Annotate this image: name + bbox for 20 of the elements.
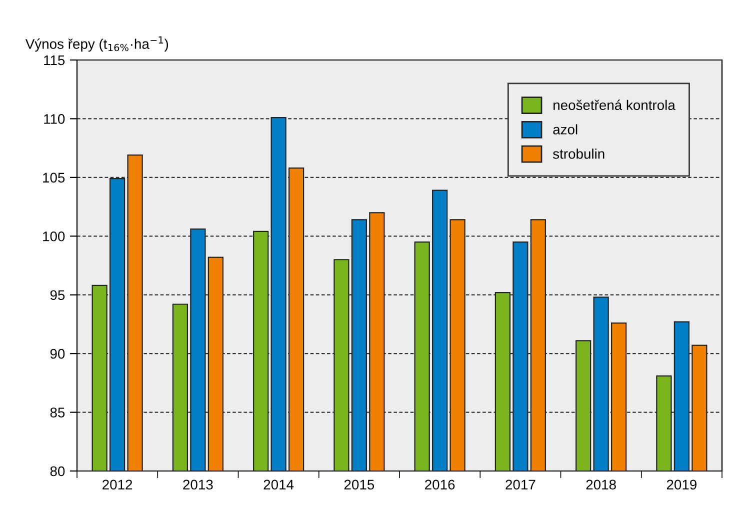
x-tick-label: 2019 (666, 480, 696, 490)
y-tick-label: 100 (43, 231, 65, 242)
y-tick-label: 90 (50, 348, 65, 359)
legend-label: strobulin (552, 148, 604, 159)
x-tick-label: 2014 (264, 480, 294, 490)
y-axis-title: Výnos řepy (t$_{16%}$·ha$^{−1}$) (25, 36, 168, 52)
x-tick-label: 2017 (506, 480, 536, 490)
y-tick-label: 95 (50, 290, 65, 300)
y-tick-label: 85 (50, 408, 65, 418)
y-tick-label: 115 (44, 55, 65, 66)
legend-label: neošetřená kontrola (554, 100, 676, 110)
y-tick-label: 110 (44, 114, 65, 124)
x-tick-label: 2018 (586, 480, 616, 490)
y-tick-label: 105 (43, 172, 65, 183)
x-tick-label: 2015 (344, 480, 374, 490)
x-tick-label: 2016 (425, 480, 455, 490)
x-tick-label: 2013 (183, 480, 213, 490)
legend-label: azol (553, 124, 578, 134)
x-tick-label: 2012 (102, 480, 132, 490)
y-tick-label: 80 (50, 466, 65, 476)
